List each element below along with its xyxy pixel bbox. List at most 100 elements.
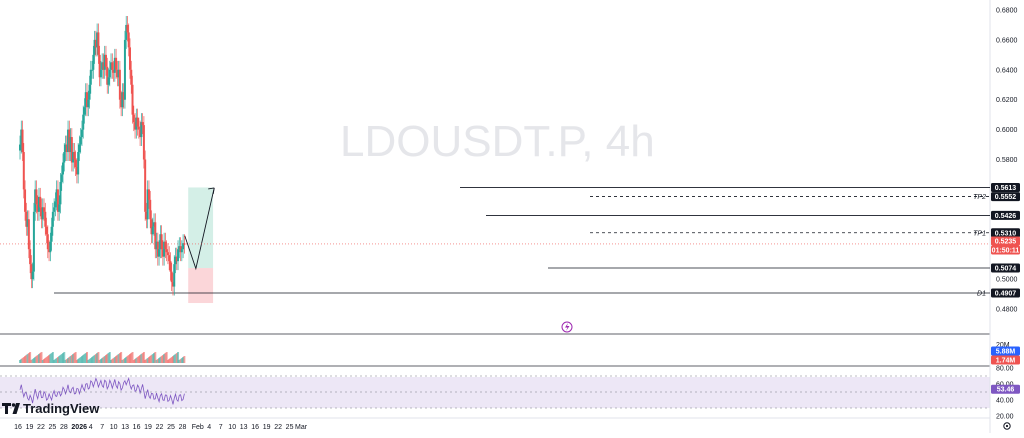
candle[interactable]: [144, 159, 147, 212]
candle[interactable]: [130, 69, 133, 85]
projection-path[interactable]: [184, 187, 215, 271]
candle[interactable]: [160, 234, 163, 250]
stop-zone[interactable]: [188, 268, 214, 304]
candle[interactable]: [53, 207, 56, 212]
candle[interactable]: [107, 77, 110, 85]
candle[interactable]: [159, 234, 162, 250]
target-zone[interactable]: [188, 187, 214, 269]
candle[interactable]: [88, 84, 91, 100]
candle[interactable]: [183, 243, 186, 245]
candle[interactable]: [146, 189, 149, 220]
candle[interactable]: [19, 144, 21, 151]
candle[interactable]: [128, 47, 131, 70]
candle[interactable]: [92, 54, 95, 70]
candle[interactable]: [21, 129, 24, 153]
candle[interactable]: [153, 222, 156, 227]
candle[interactable]: [25, 211, 28, 227]
candle[interactable]: [29, 249, 32, 265]
candle[interactable]: [122, 92, 125, 100]
candle[interactable]: [180, 249, 183, 253]
candle[interactable]: [36, 204, 39, 212]
candle[interactable]: [22, 152, 25, 190]
candle[interactable]: [175, 256, 178, 262]
candle[interactable]: [139, 129, 142, 138]
candle[interactable]: [84, 92, 87, 108]
candle[interactable]: [48, 249, 51, 253]
candle[interactable]: [69, 137, 72, 153]
candle[interactable]: [155, 241, 158, 250]
candle[interactable]: [141, 122, 144, 126]
candle[interactable]: [135, 117, 138, 130]
candle[interactable]: [59, 181, 62, 205]
candle[interactable]: [120, 99, 123, 108]
candle[interactable]: [87, 99, 90, 108]
candle[interactable]: [32, 211, 35, 272]
candle[interactable]: [142, 125, 145, 160]
candle[interactable]: [56, 189, 59, 212]
candle[interactable]: [165, 249, 168, 253]
candle[interactable]: [54, 201, 57, 208]
rsi-line[interactable]: [19, 377, 185, 405]
candle[interactable]: [117, 69, 120, 78]
candle[interactable]: [51, 211, 54, 227]
candle[interactable]: [30, 264, 33, 280]
candle[interactable]: [178, 246, 181, 250]
candle[interactable]: [166, 252, 169, 256]
candle[interactable]: [67, 129, 70, 153]
candle[interactable]: [115, 57, 118, 70]
candle[interactable]: [97, 32, 100, 55]
candle[interactable]: [98, 54, 101, 78]
candle[interactable]: [80, 129, 83, 138]
candle[interactable]: [20, 129, 23, 145]
candle[interactable]: [43, 207, 46, 212]
candle[interactable]: [169, 261, 172, 272]
candle[interactable]: [177, 249, 180, 262]
candle[interactable]: [41, 207, 44, 220]
candle[interactable]: [86, 92, 89, 108]
candle[interactable]: [140, 122, 143, 138]
candle[interactable]: [147, 189, 150, 200]
candle[interactable]: [27, 219, 30, 250]
candle[interactable]: [113, 57, 116, 73]
candle[interactable]: [161, 249, 164, 257]
candle[interactable]: [99, 69, 102, 78]
candle[interactable]: [125, 24, 128, 40]
candle[interactable]: [26, 219, 29, 227]
candle[interactable]: [89, 69, 92, 85]
candle[interactable]: [103, 54, 106, 70]
candle[interactable]: [58, 204, 61, 212]
candle[interactable]: [83, 107, 86, 115]
candle[interactable]: [72, 152, 75, 163]
candle[interactable]: [77, 152, 80, 175]
candle[interactable]: [68, 129, 71, 153]
candle[interactable]: [96, 32, 99, 48]
candle[interactable]: [75, 166, 78, 175]
candle[interactable]: [116, 69, 119, 78]
candle[interactable]: [50, 226, 53, 242]
candle[interactable]: [61, 162, 64, 175]
candle[interactable]: [37, 196, 40, 212]
candle[interactable]: [137, 126, 140, 130]
candle[interactable]: [82, 114, 85, 130]
candle[interactable]: [34, 189, 37, 212]
candle[interactable]: [74, 159, 77, 167]
candle[interactable]: [118, 69, 121, 100]
candle[interactable]: [158, 249, 161, 257]
candle[interactable]: [55, 189, 58, 202]
candle[interactable]: [78, 144, 81, 153]
candle[interactable]: [121, 92, 124, 108]
candle[interactable]: [182, 243, 185, 250]
candle[interactable]: [126, 24, 129, 33]
candle[interactable]: [73, 152, 76, 160]
flash-icon[interactable]: [561, 321, 573, 333]
candle[interactable]: [112, 69, 115, 73]
candle[interactable]: [101, 62, 104, 70]
candle[interactable]: [136, 117, 139, 127]
candle[interactable]: [132, 114, 135, 123]
candle[interactable]: [93, 39, 96, 55]
candle[interactable]: [63, 152, 66, 163]
candle[interactable]: [31, 271, 34, 280]
candle[interactable]: [102, 62, 105, 70]
candle[interactable]: [168, 255, 171, 262]
